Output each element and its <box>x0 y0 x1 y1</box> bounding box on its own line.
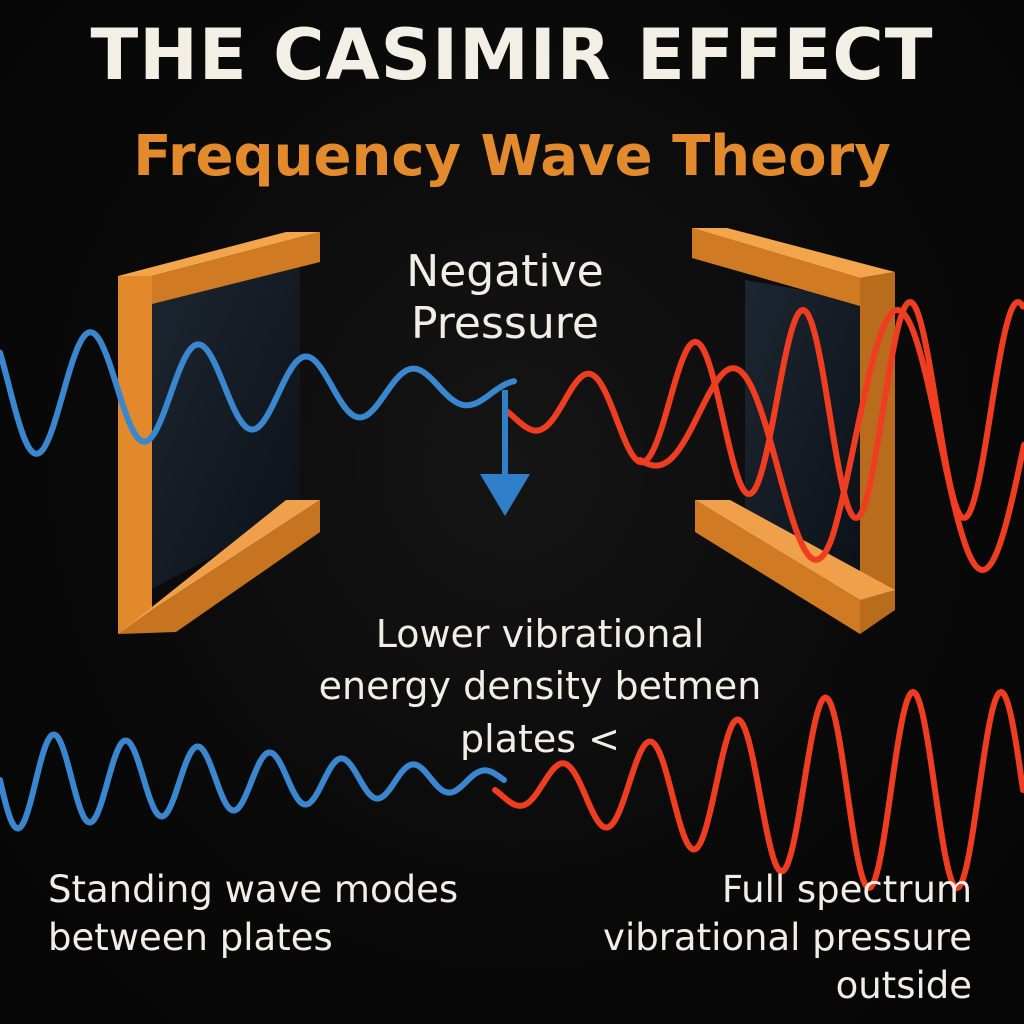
right-plate-dark-face <box>745 280 860 580</box>
lower-inner-wave <box>0 731 507 832</box>
negative-pressure-line-1: Negative <box>406 246 604 297</box>
right-plate-top-front <box>692 228 860 306</box>
energy-density-line-1: Lower vibrational <box>375 612 705 656</box>
full-spectrum-line-1: Full spectrum <box>721 868 972 911</box>
left-plate-top-front <box>118 232 320 304</box>
upper-outer-wave-a <box>502 299 1024 521</box>
energy-density-line-2: energy density betmen <box>318 664 762 709</box>
upper-inner-wave <box>0 329 517 457</box>
page-title: THE CASIMIR EFFECT <box>90 14 934 96</box>
full-spectrum-line-3: outside <box>835 964 972 1008</box>
negative-pressure-line-2: Pressure <box>411 297 599 349</box>
energy-density-label: Lower vibrational energy density betmen … <box>260 608 820 765</box>
standing-waves-label: Standing wave modes between plates <box>48 866 508 962</box>
left-plate-top-face <box>118 232 320 276</box>
negative-pressure-label: Negative Pressure <box>350 246 660 350</box>
left-plate-spine <box>118 276 152 634</box>
right-plate-top-face <box>692 228 895 278</box>
energy-density-line-3: plates < <box>460 716 620 761</box>
full-spectrum-label: Full spectrum vibrational pressure outsi… <box>560 866 972 1010</box>
page-subtitle: Frequency Wave Theory <box>133 124 891 189</box>
full-spectrum-line-2: vibrational pressure <box>603 916 972 960</box>
right-plate <box>692 228 895 634</box>
down-arrow-icon <box>480 390 530 516</box>
left-plate-dark-face <box>150 250 300 590</box>
standing-waves-line-2: between plates <box>48 916 333 960</box>
right-plate-bottom-face <box>695 500 895 600</box>
upper-outer-wave-b <box>637 306 1024 574</box>
right-plate-bottom-front <box>695 500 860 634</box>
left-plate-bottom-front <box>118 500 320 634</box>
lower-outer-wave <box>492 688 1024 892</box>
standing-waves-line-1: Standing wave modes <box>48 868 459 911</box>
left-plate <box>118 232 320 634</box>
